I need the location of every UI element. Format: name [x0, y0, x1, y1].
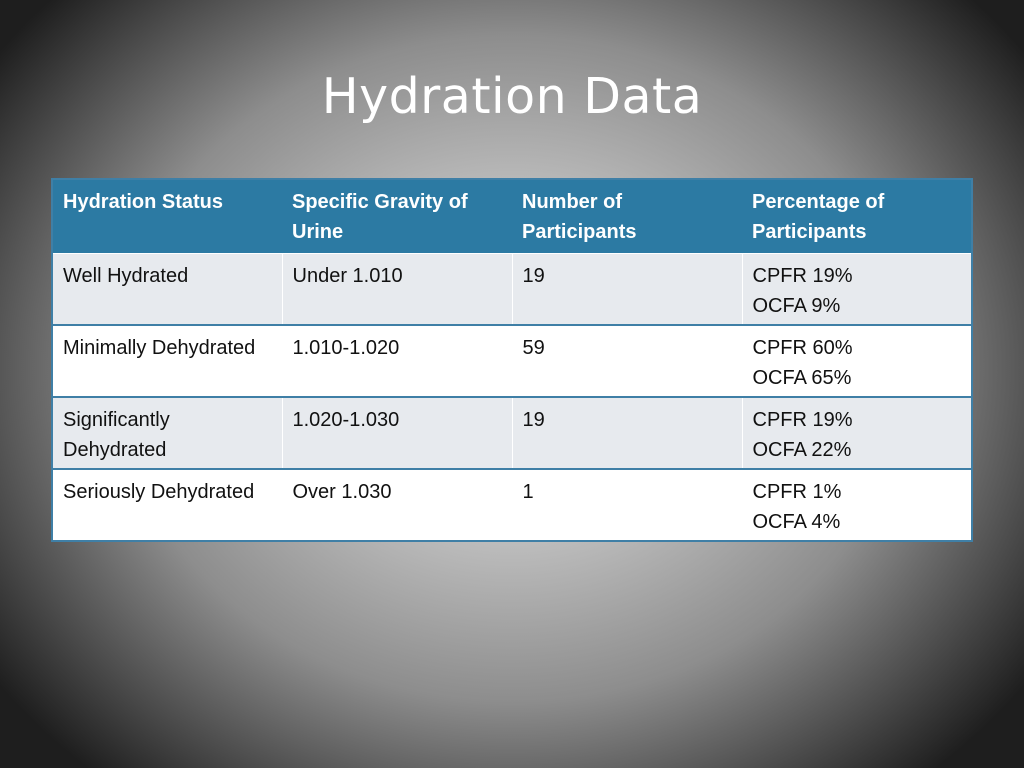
percentage-ocfa: OCFA 4% [752, 511, 841, 533]
cell-status: Seriously Dehydrated [52, 469, 283, 542]
percentage-ocfa: OCFA 65% [752, 367, 852, 389]
header-percentage-of-participants: Percentage of Participants [742, 179, 972, 254]
table-row: Significantly Dehydrated 1.020-1.030 19 … [52, 397, 973, 470]
cell-percentage: CPFR 19% OCFA 9% [742, 253, 973, 326]
percentage-cpfr: CPFR 19% [752, 265, 853, 287]
cell-percentage: CPFR 19% OCFA 22% [742, 397, 973, 470]
cell-status: Well Hydrated [52, 253, 283, 326]
cell-count: 1 [512, 469, 743, 542]
cell-status: Significantly Dehydrated [52, 397, 283, 470]
percentage-cpfr: CPFR 19% [752, 409, 853, 431]
cell-count: 19 [512, 253, 743, 326]
table-row: Seriously Dehydrated Over 1.030 1 CPFR 1… [52, 469, 973, 542]
header-specific-gravity: Specific Gravity of Urine [282, 179, 512, 254]
table-row: Well Hydrated Under 1.010 19 CPFR 19% OC… [52, 253, 973, 326]
header-hydration-status: Hydration Status [52, 179, 282, 254]
table-row: Minimally Dehydrated 1.010-1.020 59 CPFR… [52, 325, 973, 398]
cell-gravity: Over 1.030 [282, 469, 513, 542]
cell-percentage: CPFR 1% OCFA 4% [742, 469, 973, 542]
cell-gravity: 1.020-1.030 [282, 397, 513, 470]
slide-title: Hydration Data [321, 68, 703, 125]
cell-count: 59 [512, 325, 743, 398]
table-header-row: Hydration Status Specific Gravity of Uri… [52, 179, 972, 254]
cell-status: Minimally Dehydrated [52, 325, 283, 398]
hydration-table: Hydration Status Specific Gravity of Uri… [51, 178, 973, 542]
header-number-of-participants: Number of Participants [512, 179, 742, 254]
percentage-cpfr: CPFR 60% [752, 337, 853, 359]
cell-gravity: Under 1.010 [282, 253, 513, 326]
cell-gravity: 1.010-1.020 [282, 325, 513, 398]
percentage-ocfa: OCFA 22% [752, 439, 852, 461]
cell-percentage: CPFR 60% OCFA 65% [742, 325, 973, 398]
percentage-ocfa: OCFA 9% [752, 295, 841, 317]
cell-count: 19 [512, 397, 743, 470]
percentage-cpfr: CPFR 1% [752, 481, 842, 503]
